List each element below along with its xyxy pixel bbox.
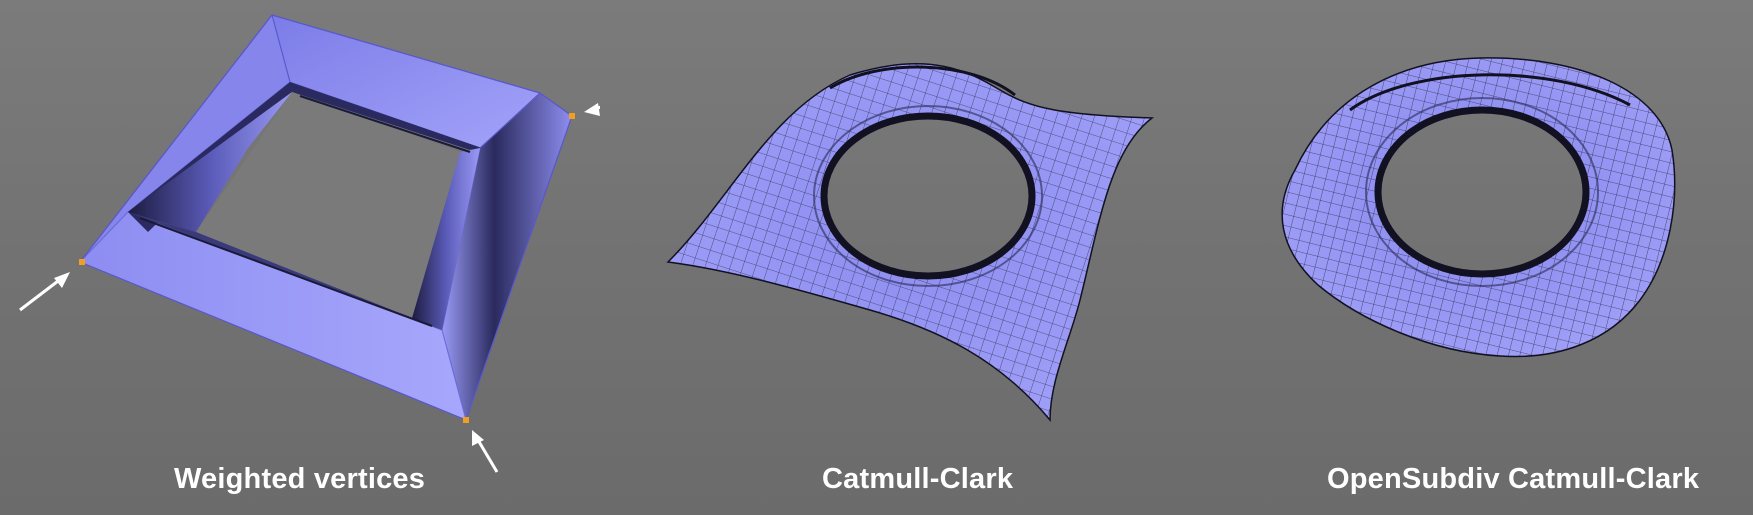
ring-inner-rim: [1374, 106, 1590, 278]
weighted-vertex-marker: [569, 113, 575, 119]
cage-mesh-illustration: [19, 13, 600, 473]
panel-catmull-clark: Catmull-Clark: [640, 0, 1200, 515]
panel-caption: OpenSubdiv Catmull-Clark: [1327, 463, 1700, 495]
weighted-vertex-marker: [463, 417, 469, 423]
arrow-bottom-icon: [472, 430, 499, 473]
cage-opening: [196, 92, 460, 318]
arrow-left-icon: [19, 272, 70, 312]
catmull-clark-mesh-illustration: [666, 63, 1155, 423]
cage-inner-wall-left: [128, 82, 482, 232]
cage-inner-wall-left-lit: [128, 92, 292, 232]
arrow-right-icon: [584, 103, 600, 116]
panel-weighted-vertices: Weighted vertices: [0, 0, 600, 515]
opensubdiv-mesh-illustration: [1281, 57, 1676, 358]
cage-inner-wall-right: [412, 148, 480, 330]
panel-caption: Weighted vertices: [174, 463, 426, 495]
panel-caption: Catmull-Clark: [822, 463, 1014, 495]
ring-inner-rim: [820, 112, 1036, 280]
panel-opensubdiv-catmull-clark: OpenSubdiv Catmull-Clark: [1200, 0, 1753, 515]
weighted-vertex-marker: [79, 259, 85, 265]
